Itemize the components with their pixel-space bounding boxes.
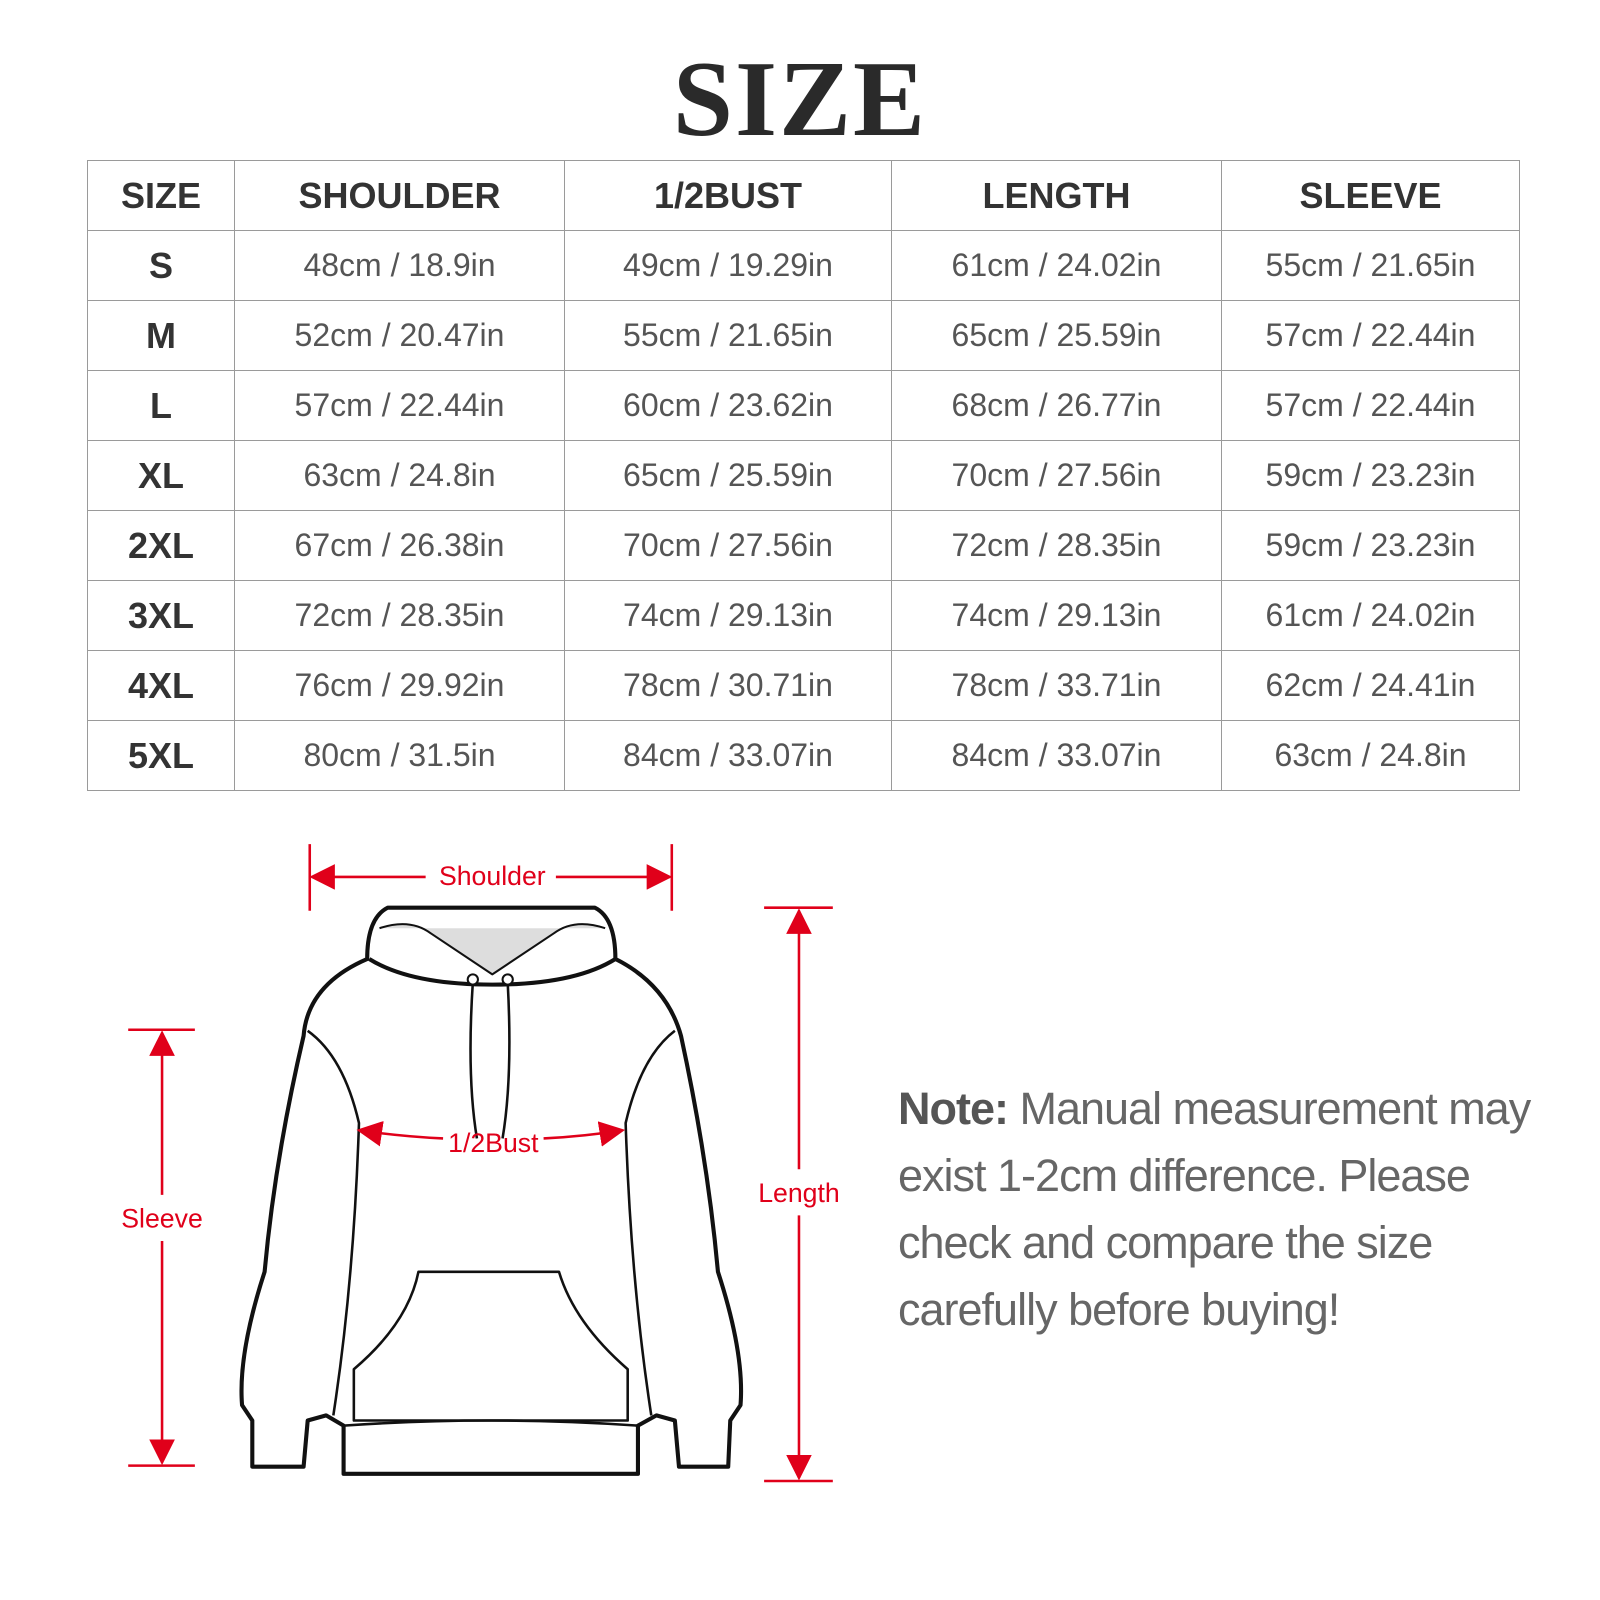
measurement-cell: 78cm / 30.71in <box>564 650 892 721</box>
measurement-cell: 76cm / 29.92in <box>234 650 565 721</box>
measurement-cell: 63cm / 24.8in <box>234 440 565 511</box>
table-row: 3XL 72cm / 28.35in 74cm / 29.13in 74cm / 29… <box>87 580 1520 651</box>
size-cell: 3XL <box>87 580 235 651</box>
measurement-cell: 52cm / 20.47in <box>234 300 565 371</box>
measurement-cell: 59cm / 23.23in <box>1221 510 1520 581</box>
measurement-cell: 63cm / 24.8in <box>1221 720 1520 791</box>
measurement-cell: 65cm / 25.59in <box>891 300 1222 371</box>
table-row: 5XL 80cm / 31.5in 84cm / 33.07in 84cm / 33.… <box>87 720 1520 791</box>
measurement-cell: 61cm / 24.02in <box>1221 580 1520 651</box>
page-title: SIZE <box>672 40 928 159</box>
table-row: 4XL 76cm / 29.92in 78cm / 30.71in 78cm / 33… <box>87 650 1520 721</box>
table-row: L 57cm / 22.44in 60cm / 23.62in 68cm / 26.7… <box>87 370 1520 441</box>
table-row: M 52cm / 20.47in 55cm / 21.65in 65cm / 25.5… <box>87 300 1520 371</box>
measurement-cell: 80cm / 31.5in <box>234 720 565 791</box>
measurement-cell: 48cm / 18.9in <box>234 230 565 301</box>
measurement-cell: 60cm / 23.62in <box>564 370 892 441</box>
shoulder-label: Shoulder <box>439 861 546 891</box>
sleeve-label: Sleeve <box>121 1204 203 1234</box>
header-bust: 1/2BUST <box>564 160 892 231</box>
measurement-cell: 55cm / 21.65in <box>1221 230 1520 301</box>
measurement-cell: 68cm / 26.77in <box>891 370 1222 441</box>
table-row: S 48cm / 18.9in 49cm / 19.29in 61cm / 24.02… <box>87 230 1520 301</box>
note-label: Note: <box>898 1083 1009 1134</box>
measurement-cell: 84cm / 33.07in <box>564 720 892 791</box>
measurement-cell: 74cm / 29.13in <box>564 580 892 651</box>
size-cell: XL <box>87 440 235 511</box>
measurement-cell: 55cm / 21.65in <box>564 300 892 371</box>
measurement-cell: 70cm / 27.56in <box>564 510 892 581</box>
bust-label: 1/2Bust <box>448 1128 539 1158</box>
measurement-cell: 62cm / 24.41in <box>1221 650 1520 721</box>
header-sleeve: SLEEVE <box>1221 160 1520 231</box>
hoodie-illustration <box>239 905 744 1476</box>
measurement-cell: 49cm / 19.29in <box>564 230 892 301</box>
measurement-cell: 65cm / 25.59in <box>564 440 892 511</box>
table-row: XL 63cm / 24.8in 65cm / 25.59in 70cm / 27.5… <box>87 440 1520 511</box>
measurement-cell: 57cm / 22.44in <box>1221 300 1520 371</box>
table-header-row: SIZE SHOULDER 1/2BUST LENGTH SLEEVE <box>87 160 1520 231</box>
measurement-cell: 84cm / 33.07in <box>891 720 1222 791</box>
measurement-cell: 61cm / 24.02in <box>891 230 1222 301</box>
header-length: LENGTH <box>891 160 1222 231</box>
size-cell: M <box>87 300 235 371</box>
header-size: SIZE <box>87 160 235 231</box>
length-label: Length <box>758 1178 840 1208</box>
measurement-cell: 59cm / 23.23in <box>1221 440 1520 511</box>
measurement-cell: 72cm / 28.35in <box>891 510 1222 581</box>
size-cell: 4XL <box>87 650 235 721</box>
measurement-cell: 67cm / 26.38in <box>234 510 565 581</box>
measurement-cell: 72cm / 28.35in <box>234 580 565 651</box>
size-cell: S <box>87 230 235 301</box>
size-cell: 5XL <box>87 720 235 791</box>
table-row: 2XL 67cm / 26.38in 70cm / 27.56in 72cm / 28… <box>87 510 1520 581</box>
measurement-cell: 57cm / 22.44in <box>1221 370 1520 441</box>
measurement-cell: 74cm / 29.13in <box>891 580 1222 651</box>
note-body: Manual measurement may exist 1-2cm diffe… <box>898 1083 1531 1335</box>
note-text: Note: Manual measurement may exist 1-2cm… <box>898 1075 1538 1343</box>
measurement-lines <box>128 844 833 1483</box>
size-cell: L <box>87 370 235 441</box>
size-table: SIZE SHOULDER 1/2BUST LENGTH SLEEVE S 48c… <box>87 160 1520 791</box>
